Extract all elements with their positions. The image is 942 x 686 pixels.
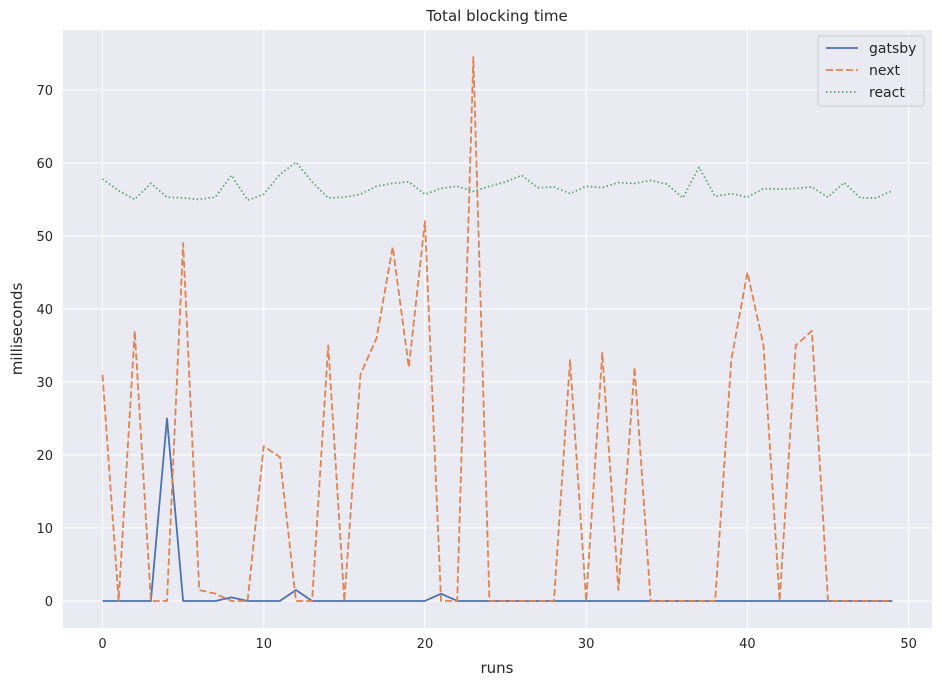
x-tick-label: 20 [417,637,434,652]
y-axis-label: milliseconds [8,283,26,376]
legend-label-react: react [869,85,905,101]
plot-area [63,30,932,628]
x-axis-label: runs [481,659,514,677]
gridlines [63,30,932,628]
y-tick-label: 20 [36,449,53,464]
y-axis-ticks: 0 10 20 30 40 50 60 70 [36,84,53,610]
y-tick-label: 70 [36,84,53,99]
series-line-next [101,56,893,602]
x-axis-ticks: 0 10 20 30 40 50 [98,637,917,652]
x-tick-label: 50 [900,637,917,652]
legend-label-gatsby: gatsby [869,41,916,57]
y-tick-label: 60 [36,157,53,172]
y-tick-label: 30 [36,376,53,391]
x-tick-label: 40 [739,637,756,652]
y-tick-label: 50 [36,230,53,245]
x-tick-label: 0 [98,637,106,652]
y-tick-label: 40 [36,303,53,318]
legend: gatsby next react [817,35,925,107]
series-layer [101,56,893,602]
y-tick-label: 0 [45,595,53,610]
legend-box [817,35,925,107]
chart-title: Total blocking time [425,7,567,25]
series-line-gatsby [102,417,893,602]
y-tick-label: 10 [36,522,53,537]
x-tick-label: 30 [578,637,595,652]
legend-label-next: next [869,63,901,79]
x-tick-label: 10 [255,637,272,652]
